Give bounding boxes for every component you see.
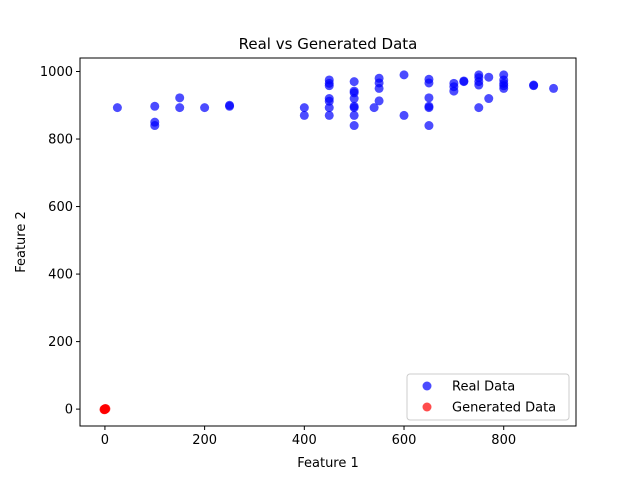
real-data-point	[374, 96, 384, 106]
real-data-point	[484, 72, 494, 82]
real-data-point	[484, 94, 494, 104]
real-data-point	[499, 83, 509, 93]
real-data-point	[399, 70, 409, 80]
real-data-point	[324, 81, 334, 91]
real-data-point	[349, 94, 359, 104]
legend-marker	[422, 381, 432, 391]
y-tick-label: 800	[48, 133, 73, 148]
points-layer	[99, 70, 559, 415]
x-tick-label: 400	[292, 433, 317, 448]
chart-title: Real vs Generated Data	[239, 35, 418, 53]
real-data-point	[349, 121, 359, 131]
real-data-point	[150, 121, 160, 131]
real-data-point	[424, 93, 434, 103]
real-data-point	[225, 101, 235, 111]
real-data-point	[349, 110, 359, 120]
real-data-point	[349, 103, 359, 113]
legend-box	[406, 373, 570, 421]
legend-label: Real Data	[452, 380, 515, 395]
axes-frame	[79, 57, 577, 427]
real-data-point	[299, 110, 309, 120]
real-data-point	[324, 96, 334, 106]
real-data-point	[324, 110, 334, 120]
real-data-point	[424, 78, 434, 88]
real-data-point	[150, 101, 160, 111]
axes-layer: 0 200 400 600 800 0 200 400 600 800 1000	[40, 57, 577, 448]
legend: Real Data Generated Data	[406, 373, 570, 421]
real-data-point	[474, 103, 484, 113]
y-axis-label: Feature 2	[14, 211, 29, 273]
legend-label: Generated Data	[452, 401, 556, 416]
real-data-point	[424, 103, 434, 113]
x-tick-label: 600	[392, 433, 417, 448]
y-tick-label: 600	[48, 200, 73, 215]
x-tick-label: 0	[101, 433, 109, 448]
real-data-point	[399, 110, 409, 120]
real-data-point	[175, 103, 185, 113]
y-tick-label: 0	[65, 403, 73, 418]
real-data-point	[112, 103, 122, 113]
real-data-point	[349, 77, 359, 87]
real-data-point	[459, 77, 469, 87]
generated-data-point	[99, 405, 109, 415]
real-data-point	[529, 81, 539, 91]
real-data-point	[449, 86, 459, 96]
legend-marker	[422, 402, 432, 412]
real-data-point	[549, 83, 559, 93]
y-tick-label: 200	[48, 335, 73, 350]
real-data-point	[324, 103, 334, 113]
real-data-point	[424, 121, 434, 131]
real-data-point	[299, 103, 309, 113]
x-axis-label: Feature 1	[297, 456, 359, 471]
real-data-point	[175, 93, 185, 103]
y-tick-label: 400	[48, 268, 73, 283]
x-tick-label: 800	[491, 433, 516, 448]
x-tick-label: 200	[192, 433, 217, 448]
real-data-point	[200, 103, 210, 113]
real-data-point	[474, 80, 484, 90]
real-data-point	[369, 103, 379, 113]
y-tick-label: 1000	[40, 65, 73, 80]
real-data-point	[374, 83, 384, 93]
